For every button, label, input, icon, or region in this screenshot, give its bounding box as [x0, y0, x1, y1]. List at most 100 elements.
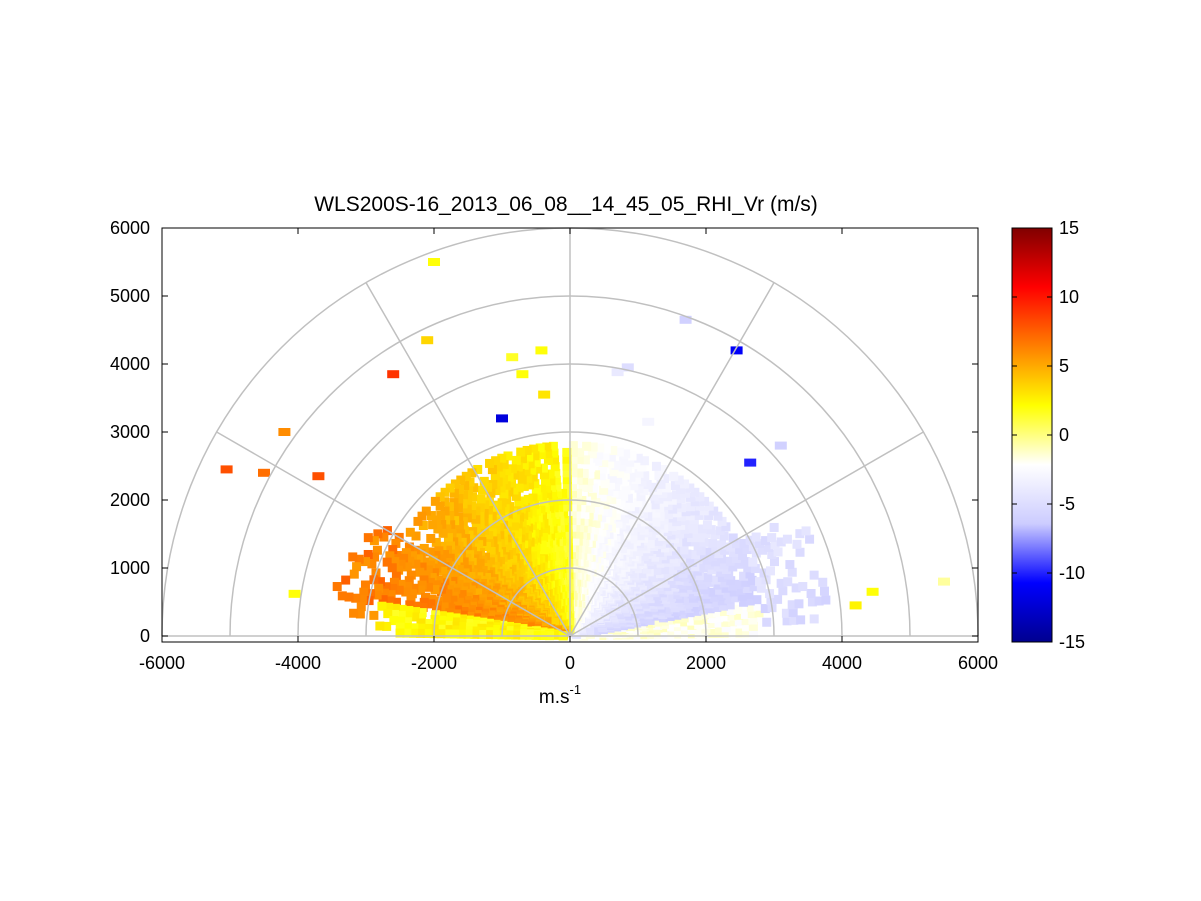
velocity-cell	[399, 553, 409, 563]
velocity-cell	[592, 626, 602, 636]
velocity-cell	[734, 559, 744, 569]
velocity-cell	[866, 587, 879, 596]
velocity-cell	[550, 455, 560, 465]
velocity-cell	[388, 545, 398, 555]
velocity-cell	[483, 482, 493, 492]
velocity-cell	[717, 596, 727, 606]
velocity-cell	[681, 488, 691, 498]
velocity-cell	[639, 551, 649, 561]
velocity-cell	[359, 587, 369, 597]
velocity-cell	[617, 462, 627, 472]
velocity-cell	[702, 555, 712, 565]
velocity-cell	[713, 613, 723, 623]
velocity-cell	[531, 457, 541, 467]
velocity-cell	[609, 467, 619, 477]
velocity-cell	[787, 600, 797, 610]
velocity-cell	[736, 585, 746, 595]
x-axis-label-base: m.s	[539, 687, 570, 708]
x-tick-label: -6000	[139, 653, 185, 673]
velocity-cell	[435, 492, 445, 502]
velocity-cell	[655, 503, 665, 513]
velocity-cell	[795, 529, 805, 539]
velocity-cell	[716, 554, 726, 564]
velocity-cell	[395, 628, 405, 638]
velocity-cell	[754, 539, 764, 549]
velocity-cell	[747, 609, 757, 619]
velocity-cell	[679, 315, 692, 324]
velocity-cell	[798, 582, 808, 592]
velocity-cell	[420, 592, 430, 602]
velocity-cell	[573, 475, 583, 485]
velocity-cell	[387, 370, 400, 379]
velocity-cell	[470, 629, 480, 639]
velocity-cell	[454, 564, 464, 574]
velocity-cell	[728, 617, 738, 627]
velocity-cell	[375, 577, 385, 587]
velocity-cell	[699, 537, 709, 547]
velocity-cell	[698, 580, 708, 590]
velocity-cell	[548, 441, 558, 451]
velocity-cell	[635, 531, 645, 541]
velocity-cell	[390, 603, 400, 613]
velocity-cell	[562, 461, 572, 471]
velocity-cell	[631, 475, 641, 485]
velocity-cell	[619, 455, 629, 465]
velocity-cell	[521, 467, 531, 477]
velocity-cell	[258, 468, 270, 477]
velocity-cell	[702, 589, 712, 599]
velocity-cell	[621, 485, 631, 495]
velocity-cell	[426, 533, 436, 543]
velocity-cell	[523, 473, 533, 483]
colorbar-tick-label: 0	[1059, 425, 1069, 445]
velocity-cell	[546, 476, 556, 486]
velocity-cell	[507, 464, 517, 474]
velocity-cell	[363, 533, 373, 543]
velocity-cell	[668, 564, 678, 574]
velocity-cell	[764, 542, 774, 552]
velocity-cell	[695, 501, 705, 511]
velocity-cell	[744, 590, 754, 600]
velocity-cell	[462, 504, 472, 514]
velocity-cell	[438, 528, 448, 538]
colorbar-tick-label: 5	[1059, 356, 1069, 376]
velocity-cell	[587, 490, 597, 500]
velocity-cell	[432, 563, 442, 573]
velocity-cell	[731, 553, 741, 563]
velocity-cell	[422, 629, 432, 639]
velocity-cell	[404, 542, 414, 552]
velocity-cell	[392, 551, 402, 561]
velocity-cell	[690, 497, 700, 507]
velocity-cell	[607, 494, 617, 504]
velocity-cell	[411, 559, 421, 569]
velocity-cell	[403, 611, 413, 621]
velocity-cell	[533, 492, 543, 502]
velocity-cell	[456, 475, 466, 485]
velocity-cell	[536, 484, 546, 494]
velocity-cell	[369, 536, 379, 546]
velocity-cell	[499, 460, 509, 470]
plot-area: -6000 -4000 -2000 0 2000 4000 6000 0 1000 2000 300…	[110, 218, 998, 673]
velocity-cell	[484, 497, 494, 507]
velocity-cell	[415, 585, 425, 595]
velocity-cell	[528, 472, 538, 482]
velocity-cell	[522, 445, 532, 455]
velocity-cell	[621, 500, 631, 510]
velocity-cell	[651, 508, 661, 518]
velocity-cell	[789, 615, 799, 625]
velocity-cell	[527, 465, 537, 475]
velocity-cell	[501, 481, 511, 491]
velocity-cell	[551, 468, 561, 478]
velocity-cell	[597, 492, 607, 502]
velocity-cell	[604, 486, 614, 496]
velocity-cell	[739, 538, 749, 548]
velocity-cell	[729, 548, 739, 558]
velocity-cell	[574, 468, 584, 478]
velocity-cell	[493, 462, 503, 472]
velocity-cell	[742, 545, 752, 555]
velocity-cell	[423, 565, 433, 575]
velocity-cell	[432, 515, 442, 525]
velocity-cell	[405, 556, 415, 566]
velocity-cell	[401, 587, 411, 597]
velocity-cell	[395, 622, 405, 632]
velocity-cell	[341, 575, 351, 585]
